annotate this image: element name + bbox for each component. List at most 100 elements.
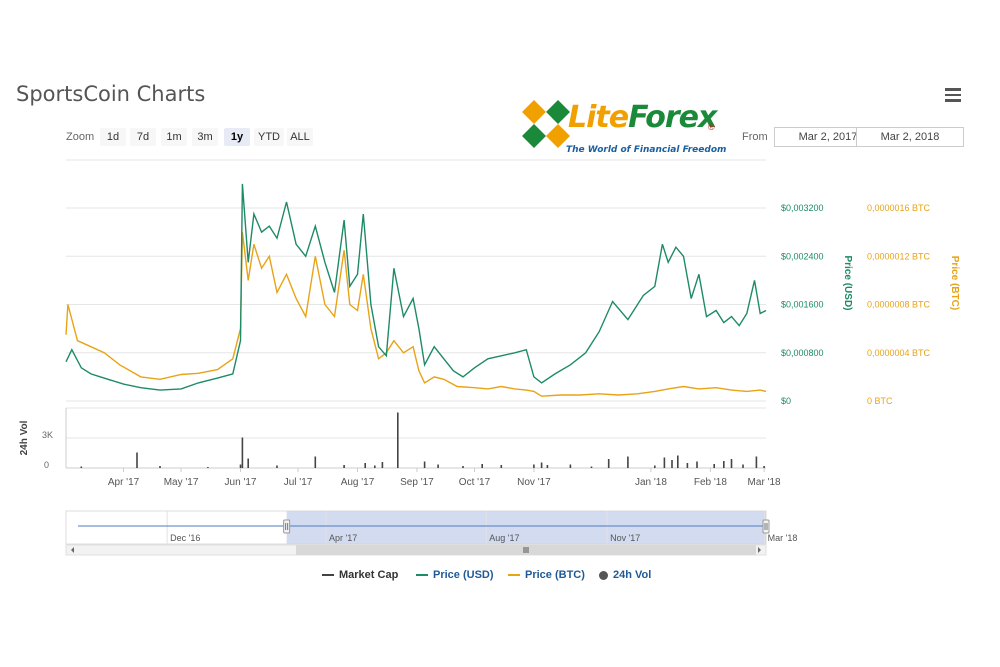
logo-registered-mark: ® xyxy=(708,122,715,132)
zoom-button-1y[interactable]: 1y xyxy=(224,128,250,146)
navigator-handle[interactable] xyxy=(283,519,291,534)
from-label: From xyxy=(742,131,768,143)
page-title: SportsCoin Charts xyxy=(16,82,206,106)
zoom-button-1d[interactable]: 1d xyxy=(100,128,126,146)
hamburger-menu-icon[interactable] xyxy=(945,88,961,102)
series-line-price-btc xyxy=(65,232,767,397)
legend-line-icon xyxy=(508,574,520,577)
btc-tick-label: 0,0000004 BTC xyxy=(867,348,931,358)
x-tick-label: May '17 xyxy=(164,477,199,488)
volume-bar xyxy=(713,464,715,468)
from-date-input[interactable] xyxy=(774,127,882,147)
x-tick-label: Jun '17 xyxy=(225,477,257,488)
x-tick-label: Oct '17 xyxy=(459,477,491,488)
legend-item-24h-vol[interactable]: 24h Vol xyxy=(599,569,651,581)
x-tick-label: Nov '17 xyxy=(517,477,551,488)
usd-axis-title: Price (USD) xyxy=(842,255,853,310)
volume-bar xyxy=(423,461,426,468)
navigator-handle[interactable] xyxy=(762,519,770,534)
legend-line-icon xyxy=(322,574,334,577)
zoom-button-ytd[interactable]: YTD xyxy=(254,128,284,146)
volume-bar xyxy=(397,412,399,468)
volume-bar xyxy=(590,466,593,468)
volume-bar xyxy=(276,465,278,468)
navigator-selection xyxy=(286,511,766,544)
usd-tick-label: $0 xyxy=(781,396,791,406)
usd-tick-label: $0,002400 xyxy=(781,251,824,261)
legend-item-price-btc[interactable]: Price (BTC) xyxy=(508,569,585,581)
volume-bar xyxy=(159,466,161,468)
btc-tick-label: 0 BTC xyxy=(867,396,893,406)
volume-bar xyxy=(763,466,765,468)
volume-bar xyxy=(239,464,242,468)
btc-tick-label: 0,0000008 BTC xyxy=(867,300,931,310)
volume-bar xyxy=(686,463,689,468)
volume-bar xyxy=(136,452,138,468)
x-tick-label: Apr '17 xyxy=(108,477,140,488)
usd-tick-label: $0,003200 xyxy=(781,203,824,213)
volume-bar xyxy=(730,459,733,468)
zoom-label: Zoom xyxy=(66,131,95,143)
volume-bar xyxy=(533,464,535,468)
volume-bar xyxy=(663,457,666,468)
btc-tick-label: 0,0000016 BTC xyxy=(867,203,931,213)
chart-legend: Market Cap Price (USD) Price (BTC) 24h V… xyxy=(0,569,1000,585)
logo-wordmark: LiteForex xyxy=(568,100,717,135)
x-tick-label: Jul '17 xyxy=(284,477,313,488)
volume-bar xyxy=(207,467,209,468)
volume-bar xyxy=(540,462,543,468)
liteforex-logo-icon xyxy=(522,100,570,148)
volume-bar xyxy=(343,465,345,468)
zoom-button-3m[interactable]: 3m xyxy=(192,128,218,146)
usd-tick-label: $0,001600 xyxy=(781,300,824,310)
x-tick-label: Jan '18 xyxy=(635,477,667,488)
series-line-price-usd xyxy=(65,183,767,391)
scroll-left-arrow-icon[interactable] xyxy=(71,547,74,553)
volume-tick-label: 3K xyxy=(42,430,53,440)
volume-bar xyxy=(755,456,758,468)
x-tick-label: Aug '17 xyxy=(341,477,375,488)
logo-tagline: The World of Financial Freedom xyxy=(566,145,727,155)
navigator-tick-label: Aug '17 xyxy=(489,533,519,543)
scroll-right-arrow-icon[interactable] xyxy=(758,547,761,553)
volume-bar xyxy=(374,465,376,468)
volume-bar xyxy=(546,465,549,468)
x-tick-label: Feb '18 xyxy=(694,477,727,488)
volume-bar xyxy=(677,455,679,468)
volume-bar xyxy=(607,459,610,468)
usd-tick-label: $0,000800 xyxy=(781,348,824,358)
zoom-button-1m[interactable]: 1m xyxy=(161,128,187,146)
volume-bar xyxy=(481,464,483,468)
volume-bar xyxy=(437,464,439,468)
volume-tick-label: 0 xyxy=(44,460,49,470)
volume-bar xyxy=(654,465,656,468)
navigator-tick-label: Apr '17 xyxy=(329,533,357,543)
navigator-tick-label: Dec '16 xyxy=(170,533,200,543)
zoom-button-7d[interactable]: 7d xyxy=(130,128,156,146)
navigator-tick-label: Mar '18 xyxy=(768,533,798,543)
legend-line-icon xyxy=(416,574,428,577)
volume-bar xyxy=(462,466,464,468)
volume-bar xyxy=(627,456,629,468)
volume-bar xyxy=(742,464,744,468)
liteforex-logo: LiteForex ® The World of Financial Freed… xyxy=(520,96,730,160)
legend-item-price-usd[interactable]: Price (USD) xyxy=(416,569,494,581)
btc-axis-title: Price (BTC) xyxy=(949,256,960,310)
volume-bar xyxy=(247,458,249,468)
volume-bar xyxy=(671,460,673,468)
volume-bar xyxy=(500,465,503,468)
volume-bar xyxy=(381,462,384,468)
volume-axis-title: 24h Vol xyxy=(19,420,30,455)
legend-circle-icon xyxy=(599,570,608,580)
volume-bar xyxy=(569,464,572,468)
volume-bar xyxy=(241,437,244,468)
volume-bar xyxy=(723,461,725,468)
to-date-input[interactable] xyxy=(856,127,964,147)
x-tick-label: Sep '17 xyxy=(400,477,434,488)
btc-tick-label: 0,0000012 BTC xyxy=(867,251,931,261)
volume-bar xyxy=(314,456,317,468)
volume-bar xyxy=(80,466,83,468)
legend-item-market-cap[interactable]: Market Cap xyxy=(322,569,398,581)
zoom-button-all[interactable]: ALL xyxy=(287,128,313,146)
